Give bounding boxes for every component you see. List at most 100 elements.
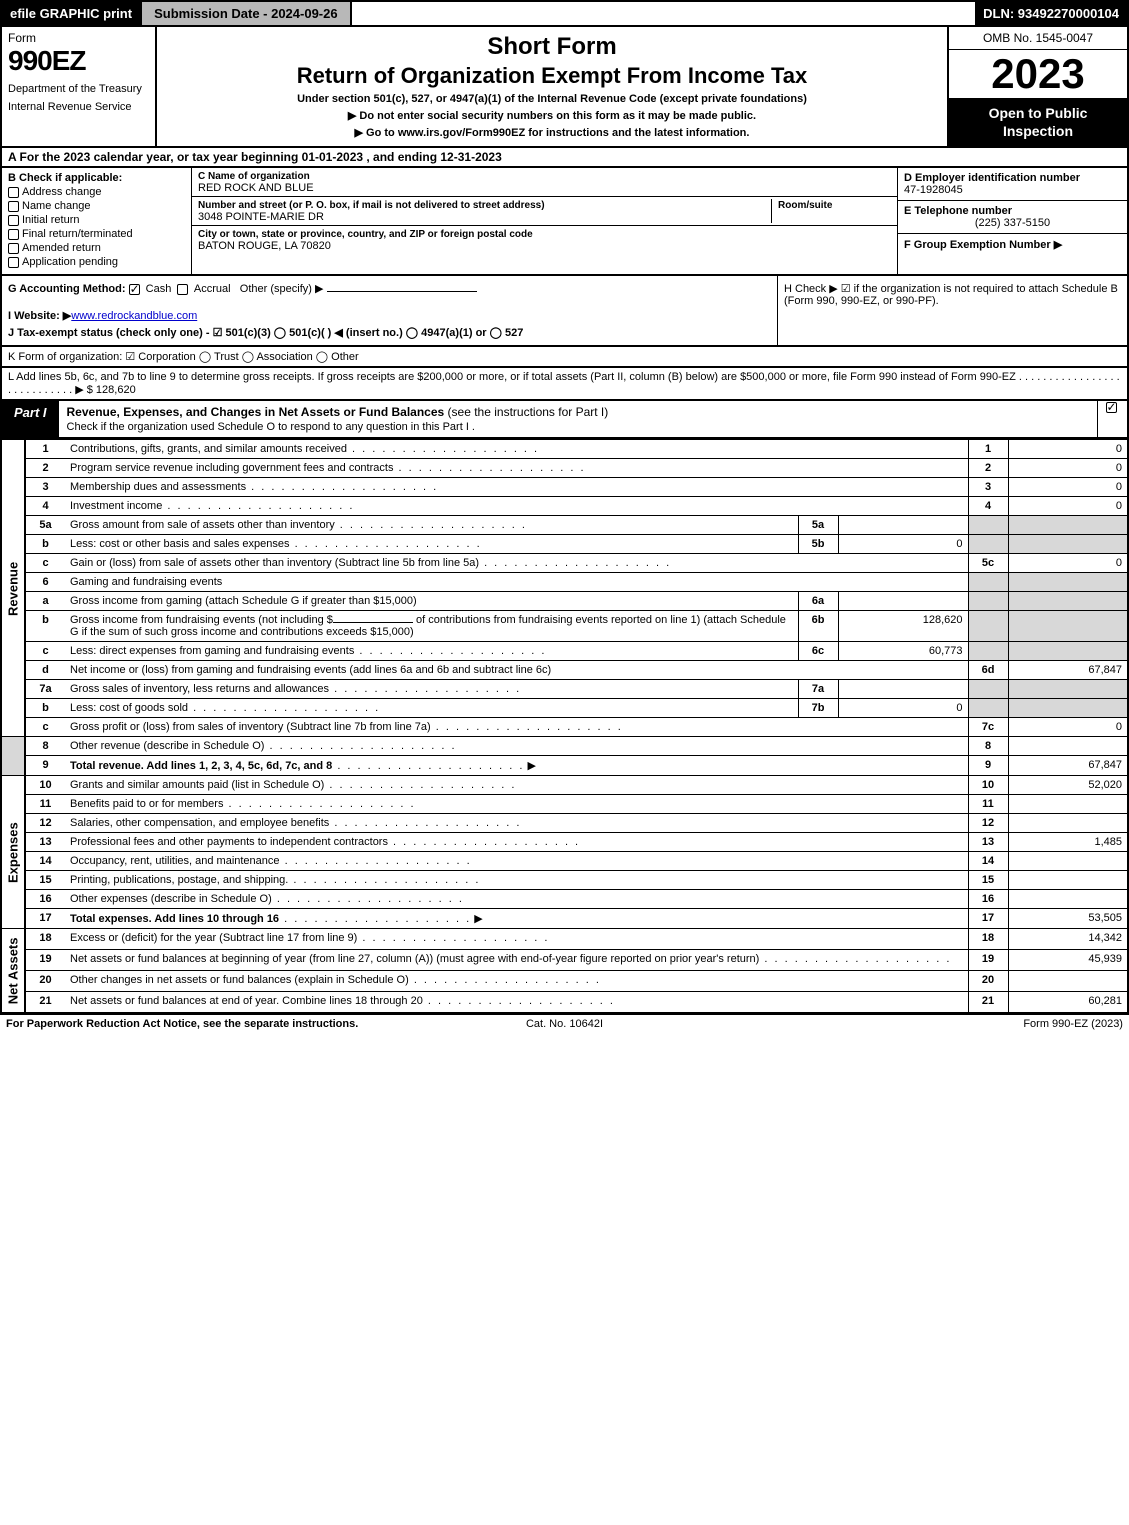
line-6d-val: 67,847	[1008, 661, 1128, 680]
form-label: Form	[8, 31, 149, 45]
line-10-desc: Grants and similar amounts paid (list in…	[65, 776, 968, 795]
expenses-side-label: Expenses	[1, 776, 25, 929]
line-7a-desc: Gross sales of inventory, less returns a…	[65, 680, 798, 699]
line-19-val: 45,939	[1008, 950, 1128, 971]
line-17-desc: Total expenses. Add lines 10 through 16	[65, 909, 968, 929]
chk-initial-return[interactable]: Initial return	[8, 214, 185, 226]
line-i: I Website: ▶www.redrockandblue.com	[8, 309, 771, 322]
chk-cash[interactable]	[129, 284, 140, 295]
footer-left: For Paperwork Reduction Act Notice, see …	[6, 1018, 378, 1030]
line-9-val: 67,847	[1008, 756, 1128, 776]
chk-final-return[interactable]: Final return/terminated	[8, 228, 185, 240]
dept-irs: Internal Revenue Service	[8, 101, 149, 113]
goto-link[interactable]: ▶ Go to www.irs.gov/Form990EZ for instru…	[355, 126, 750, 139]
phone-label: E Telephone number	[904, 205, 1012, 217]
line-5a-val	[838, 516, 968, 535]
chk-address-change[interactable]: Address change	[8, 186, 185, 198]
line-16-val	[1008, 890, 1128, 909]
line-l: L Add lines 5b, 6c, and 7b to line 9 to …	[0, 368, 1129, 401]
omb-number: OMB No. 1545-0047	[949, 27, 1127, 50]
line-16-desc: Other expenses (describe in Schedule O)	[65, 890, 968, 909]
section-c: C Name of organization RED ROCK AND BLUE…	[192, 168, 897, 274]
netassets-side-label: Net Assets	[1, 929, 25, 1013]
line-18-val: 14,342	[1008, 929, 1128, 950]
chk-accrual[interactable]	[177, 284, 188, 295]
open-public-badge: Open to Public Inspection	[949, 98, 1127, 146]
line-5b-desc: Less: cost or other basis and sales expe…	[65, 535, 798, 554]
line-21-val: 60,281	[1008, 992, 1128, 1014]
line-4-val: 0	[1008, 497, 1128, 516]
street-label: Number and street (or P. O. box, if mail…	[198, 200, 545, 211]
line-1-desc: Contributions, gifts, grants, and simila…	[65, 440, 968, 459]
line-15-desc: Printing, publications, postage, and shi…	[65, 871, 968, 890]
org-name: RED ROCK AND BLUE	[198, 182, 314, 194]
line-20-desc: Other changes in net assets or fund bala…	[65, 971, 968, 992]
line-5b-val: 0	[838, 535, 968, 554]
line-17-val: 53,505	[1008, 909, 1128, 929]
line-9-desc: Total revenue. Add lines 1, 2, 3, 4, 5c,…	[65, 756, 968, 776]
line-4-desc: Investment income	[65, 497, 968, 516]
line-2-val: 0	[1008, 459, 1128, 478]
part1-schedule-o-check[interactable]	[1097, 401, 1127, 437]
section-b: B Check if applicable: Address change Na…	[2, 168, 192, 274]
chk-name-change[interactable]: Name change	[8, 200, 185, 212]
line-3-desc: Membership dues and assessments	[65, 478, 968, 497]
dln-number: DLN: 93492270000104	[975, 2, 1127, 25]
line-7a-val	[838, 680, 968, 699]
ghij-block: G Accounting Method: Cash Accrual Other …	[0, 276, 1129, 347]
under-section: Under section 501(c), 527, or 4947(a)(1)…	[297, 93, 807, 105]
header-center: Short Form Return of Organization Exempt…	[157, 27, 947, 146]
line-5a-desc: Gross amount from sale of assets other t…	[65, 516, 798, 535]
part1-title: Revenue, Expenses, and Changes in Net As…	[59, 401, 1097, 437]
chk-amended-return[interactable]: Amended return	[8, 242, 185, 254]
line-5c-desc: Gain or (loss) from sale of assets other…	[65, 554, 968, 573]
form-number: 990EZ	[8, 45, 149, 77]
header-right: OMB No. 1545-0047 2023 Open to Public In…	[947, 27, 1127, 146]
city-value: BATON ROUGE, LA 70820	[198, 240, 331, 252]
line-7c-desc: Gross profit or (loss) from sales of inv…	[65, 718, 968, 737]
line-6c-desc: Less: direct expenses from gaming and fu…	[65, 642, 798, 661]
footer-cat-no: Cat. No. 10642I	[378, 1018, 750, 1030]
efile-print-label[interactable]: efile GRAPHIC print	[2, 2, 140, 25]
line-g: G Accounting Method: Cash Accrual Other …	[8, 282, 771, 295]
topbar-spacer	[352, 2, 976, 25]
return-title: Return of Organization Exempt From Incom…	[297, 63, 808, 89]
chk-application-pending[interactable]: Application pending	[8, 256, 185, 268]
line-6a-desc: Gross income from gaming (attach Schedul…	[65, 592, 798, 611]
footer-form-ref: Form 990-EZ (2023)	[751, 1018, 1123, 1030]
part1-label: Part I	[2, 401, 59, 437]
line-12-val	[1008, 814, 1128, 833]
line-13-desc: Professional fees and other payments to …	[65, 833, 968, 852]
website-link[interactable]: www.redrockandblue.com	[71, 310, 197, 322]
section-b-header: B Check if applicable:	[8, 172, 122, 184]
line-10-val: 52,020	[1008, 776, 1128, 795]
line-7c-val: 0	[1008, 718, 1128, 737]
line-15-val	[1008, 871, 1128, 890]
line-12-desc: Salaries, other compensation, and employ…	[65, 814, 968, 833]
city-label: City or town, state or province, country…	[198, 229, 533, 240]
submission-date: Submission Date - 2024-09-26	[140, 2, 352, 25]
line-6b-val: 128,620	[838, 611, 968, 642]
line-1-box: 1	[968, 440, 1008, 459]
line-11-val	[1008, 795, 1128, 814]
info-grid: B Check if applicable: Address change Na…	[0, 168, 1129, 276]
line-19-desc: Net assets or fund balances at beginning…	[65, 950, 968, 971]
org-name-label: C Name of organization	[198, 171, 310, 182]
page-footer: For Paperwork Reduction Act Notice, see …	[0, 1014, 1129, 1033]
line-14-val	[1008, 852, 1128, 871]
line-6c-val: 60,773	[838, 642, 968, 661]
part1-header: Part I Revenue, Expenses, and Changes in…	[0, 401, 1129, 439]
ein-value: 47-1928045	[904, 184, 963, 196]
row-a-calendar-year: A For the 2023 calendar year, or tax yea…	[0, 148, 1129, 168]
line-21-desc: Net assets or fund balances at end of ye…	[65, 992, 968, 1014]
line-2-desc: Program service revenue including govern…	[65, 459, 968, 478]
tax-year: 2023	[949, 50, 1127, 98]
line-6b-desc: Gross income from fundraising events (no…	[65, 611, 798, 642]
part1-table: Revenue 1 Contributions, gifts, grants, …	[0, 439, 1129, 1014]
line-18-desc: Excess or (deficit) for the year (Subtra…	[65, 929, 968, 950]
line-20-val	[1008, 971, 1128, 992]
group-exemption-label: F Group Exemption Number ▶	[904, 239, 1062, 251]
line-j: J Tax-exempt status (check only one) - ☑…	[8, 326, 771, 339]
line-6-desc: Gaming and fundraising events	[65, 573, 968, 592]
form-header: Form 990EZ Department of the Treasury In…	[0, 27, 1129, 148]
